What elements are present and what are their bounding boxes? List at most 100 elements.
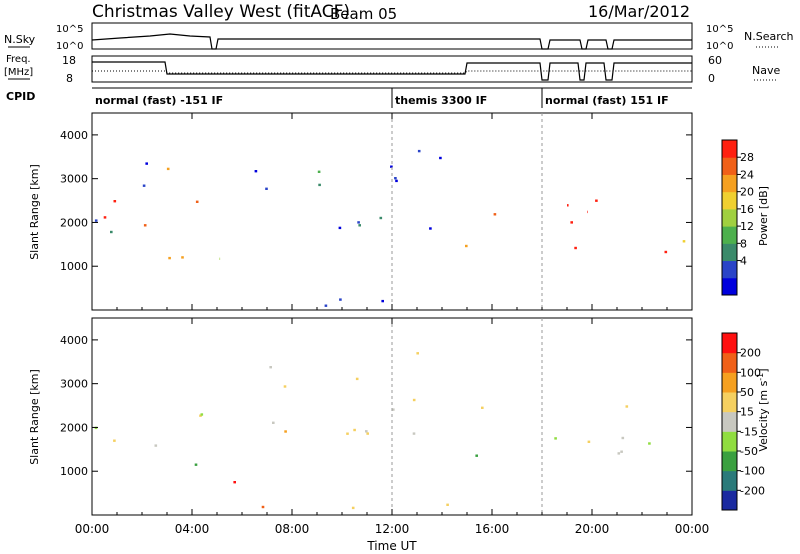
velocity-colorbar-label-close: ]: [757, 368, 770, 372]
colorbar-swatch: [722, 333, 737, 354]
scatter-cell: [566, 204, 569, 207]
time-axis-label: Time UT: [366, 539, 417, 553]
velocity-colorbar-label: Velocity [m s-1]: [756, 368, 770, 451]
scatter-cell: [318, 183, 321, 187]
y-tick-label: 1000: [60, 260, 88, 273]
scatter-cell: [94, 219, 98, 222]
scatter-cell: [353, 428, 356, 432]
freq-tick-bottom: 8: [66, 72, 73, 85]
freq-label-line2: [MHz]: [4, 67, 33, 78]
colorbar-tick-label: 8: [740, 237, 747, 250]
colorbar-swatch: [722, 411, 737, 432]
freq-panel-frame: [91, 55, 693, 83]
scatter-cell: [554, 437, 557, 440]
data-gap: [544, 319, 547, 514]
scatter-cell: [570, 221, 573, 224]
scatter-cell: [265, 187, 268, 190]
colorbar-tick-label: 200: [740, 347, 761, 360]
scatter-cell: [682, 240, 686, 243]
scatter-cell: [272, 421, 275, 424]
x-tick-label: 08:00: [275, 522, 310, 536]
velocity-colorbar-label-exp: -1: [756, 373, 765, 381]
scatter-cell: [339, 298, 342, 301]
scatter-cell: [574, 246, 577, 250]
date-label: 16/Mar/2012: [588, 2, 690, 21]
nsky-tick-top: 10^5: [56, 24, 83, 35]
scatter-cell: [324, 304, 328, 307]
scatter-cell: [439, 156, 442, 160]
freq-trace: [92, 61, 692, 81]
scatter-cell: [168, 256, 171, 260]
colorbar-swatch: [722, 208, 737, 227]
scatter-cell: [357, 221, 360, 224]
scatter-cell: [621, 436, 625, 440]
scatter-cell: [465, 244, 468, 248]
x-tick-label: 12:00: [375, 522, 410, 536]
colorbar-tick-label: 24: [740, 168, 754, 181]
beam-label: Beam 05: [330, 5, 397, 23]
data-gap: [584, 319, 587, 514]
scatter-cell: [284, 430, 287, 433]
scatter-cell: [395, 179, 398, 183]
velocity-ylabel: Slant Range [km]: [28, 369, 41, 465]
scatter-cell: [595, 199, 598, 202]
nsky-trace: [91, 33, 692, 50]
y-tick-label: 4000: [60, 334, 88, 347]
colorbar-swatch: [722, 191, 737, 210]
power-colorbar-label: Power [dB]: [757, 186, 770, 246]
colorbar-tick-label: -100: [740, 465, 765, 478]
scatter-cell: [142, 184, 146, 187]
nsearch-tick-bottom: 10^0: [706, 41, 733, 52]
colorbar-swatch: [722, 140, 737, 158]
scatter-cell: [317, 170, 321, 173]
data-gap: [584, 114, 587, 309]
colorbar-tick-label: 28: [740, 151, 754, 164]
colorbar-tick-label: 15: [740, 406, 754, 419]
data-gap: [544, 114, 547, 309]
scatter-cell: [113, 439, 116, 442]
scatter-cell: [195, 200, 199, 203]
colorbar-swatch: [722, 352, 737, 373]
scatter-cell: [233, 481, 236, 484]
colorbar-swatch: [722, 157, 737, 175]
scatter-cell: [416, 352, 419, 355]
scatter-cell: [390, 165, 393, 168]
scatter-cell: [269, 366, 272, 369]
colorbar-swatch: [722, 372, 737, 393]
nave-tick-top: 60: [708, 54, 722, 67]
nsky-label: N.Sky: [4, 33, 36, 46]
data-gap: [607, 319, 610, 514]
power-ylabel: Slant Range [km]: [28, 164, 41, 260]
scatter-cell: [346, 432, 349, 435]
scatter-cell: [625, 405, 629, 408]
scatter-cell: [481, 406, 484, 409]
colorbar-swatch: [722, 226, 737, 244]
data-gap: [564, 319, 567, 514]
scatter-cell: [379, 216, 383, 220]
colorbar-frame: [721, 139, 738, 296]
cpid-segment-label: themis 3300 IF: [395, 94, 487, 107]
nave-label: Nave: [752, 64, 780, 77]
colorbar-swatch: [722, 490, 737, 511]
data-gap: [222, 319, 225, 514]
colorbar-swatch: [722, 451, 737, 472]
y-tick-label: 1000: [60, 465, 88, 478]
scatter-cell: [475, 454, 478, 457]
colorbar-swatch: [722, 243, 737, 262]
colorbar-tick-label: 20: [740, 186, 754, 199]
scatter-cell: [338, 226, 342, 230]
scatter-cell: [664, 250, 668, 254]
scatter-cell: [417, 149, 421, 153]
scatter-cell: [365, 430, 368, 433]
nsearch-tick-top: 10^5: [706, 24, 733, 35]
nsearch-label: N.Search: [744, 30, 794, 43]
station-title: Christmas Valley West (fitACF): [92, 2, 350, 22]
colorbar-swatch: [722, 174, 737, 193]
velocity-colorbar-label-main: Velocity [m s: [757, 380, 770, 451]
freq-label-line1: Freq.: [6, 54, 31, 65]
scatter-cell: [412, 432, 416, 435]
scatter-cell: [394, 177, 397, 180]
scatter-cell: [381, 299, 384, 303]
